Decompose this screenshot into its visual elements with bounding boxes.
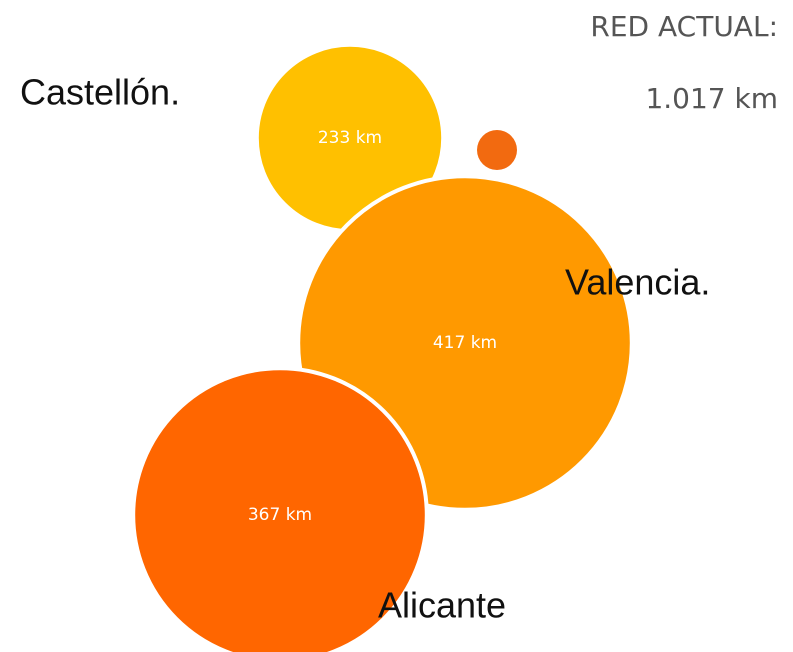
decor-dot — [477, 130, 517, 170]
category-label: Castellón. — [20, 72, 180, 113]
chart-title: RED ACTUAL: — [590, 10, 778, 43]
category-label: Alicante — [378, 585, 506, 626]
value-label: 417 km — [433, 333, 497, 353]
value-label: 367 km — [248, 505, 312, 525]
category-label: Valencia. — [565, 262, 710, 303]
value-label: 233 km — [318, 128, 382, 148]
chart-subtitle: 1.017 km — [645, 82, 778, 115]
bubble — [131, 366, 429, 652]
